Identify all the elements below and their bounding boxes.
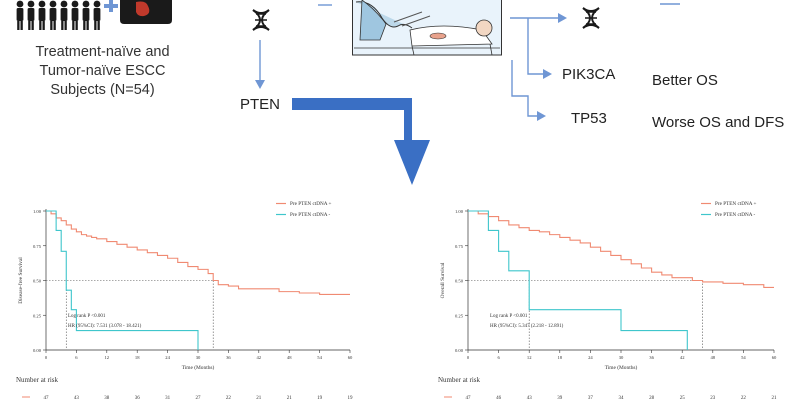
y-tick-label: 0.50 — [455, 279, 464, 284]
x-tick-label: 24 — [165, 355, 170, 360]
x-tick-label: 60 — [772, 355, 777, 360]
cohort-label-line-2: Tumor-naïve ESCC — [39, 63, 166, 79]
x-tick-label: 30 — [196, 355, 201, 360]
dna-icon — [582, 7, 600, 29]
legend-label: Pre PTEN ctDNA - — [715, 212, 755, 218]
y-tick-label: 0.75 — [455, 244, 464, 249]
dna-icon — [252, 9, 270, 31]
risk-count: 21 — [287, 396, 293, 400]
km-curve-positive — [46, 210, 350, 295]
people-group-icon — [16, 0, 101, 30]
logrank-annotation: Log rank P <0.001 — [68, 314, 106, 319]
outcome-tp53: Worse OS and DFS — [652, 114, 785, 131]
x-tick-label: 12 — [105, 355, 110, 360]
legend-label: Pre PTEN ctDNA + — [290, 201, 331, 207]
plus-icon — [104, 0, 118, 12]
y-tick-label: 1.00 — [455, 209, 464, 214]
x-tick-label: 0 — [467, 355, 470, 360]
risk-count: 39 — [557, 396, 563, 400]
risk-count: 34 — [619, 396, 625, 400]
x-tick-label: 54 — [317, 355, 322, 360]
risk-count: 36 — [135, 396, 141, 400]
x-tick-label: 24 — [588, 355, 593, 360]
risk-count: 21 — [772, 396, 778, 400]
risk-table-title: Number at risk — [16, 376, 58, 384]
km-curve-positive — [468, 210, 774, 288]
logrank-annotation: Log rank P <0.001 — [490, 314, 528, 319]
risk-count: 47 — [466, 396, 472, 400]
risk-count: 19 — [348, 396, 354, 400]
risk-count: 22 — [226, 396, 232, 400]
risk-count: 25 — [680, 396, 686, 400]
y-tick-label: 0.25 — [455, 313, 464, 318]
risk-count: 23 — [710, 396, 716, 400]
x-tick-label: 60 — [348, 355, 353, 360]
x-tick-label: 36 — [226, 355, 231, 360]
risk-count: 21 — [256, 396, 262, 400]
surgery-illustration-icon — [352, 0, 502, 56]
x-tick-label: 36 — [649, 355, 654, 360]
y-axis-label: Overall Survival — [440, 262, 446, 298]
x-tick-label: 54 — [741, 355, 746, 360]
risk-count: 47 — [44, 396, 50, 400]
cohort-label-line-3: Subjects (N=54) — [50, 82, 155, 98]
x-tick-label: 18 — [558, 355, 563, 360]
y-tick-label: 1.00 — [33, 209, 42, 214]
flow-arrow-top — [318, 4, 332, 6]
risk-table-title: Number at risk — [438, 376, 480, 384]
risk-count: 43 — [527, 396, 533, 400]
x-axis-label: Time (Months) — [605, 364, 638, 371]
x-tick-label: 6 — [497, 355, 500, 360]
risk-count: 19 — [317, 396, 323, 400]
x-tick-label: 0 — [45, 355, 48, 360]
flow-arrow-down — [255, 40, 265, 89]
y-tick-label: 0.25 — [33, 313, 42, 318]
risk-count: 46 — [496, 396, 502, 400]
y-tick-label: 0.00 — [455, 348, 464, 353]
x-tick-label: 42 — [257, 355, 262, 360]
x-tick-label: 30 — [619, 355, 624, 360]
risk-count: 43 — [74, 396, 80, 400]
risk-count: 22 — [741, 396, 747, 400]
cohort-label: Treatment-naïve and Tumor-naïve ESCC Sub… — [0, 43, 205, 100]
cohort-label-line-1: Treatment-naïve and — [35, 44, 170, 60]
gene-label-tp53: TP53 — [571, 110, 607, 127]
gene-label-pik3ca: PIK3CA — [562, 66, 616, 83]
risk-count: 28 — [649, 396, 655, 400]
x-tick-label: 48 — [711, 355, 716, 360]
x-tick-label: 48 — [287, 355, 292, 360]
km-chart-1: 0.00 0.25 0.50 0.75 1.00 0 6 12 18 24 30 36 42 48 54 60… — [16, 201, 353, 400]
km-curve-negative — [46, 210, 199, 350]
legend-label: Pre PTEN ctDNA + — [715, 201, 756, 207]
x-tick-label: 6 — [75, 355, 78, 360]
y-tick-label: 0.00 — [33, 348, 42, 353]
km-curve-negative — [468, 210, 688, 350]
flow-branch-lines — [510, 3, 680, 121]
legend-label: Pre PTEN ctDNA - — [290, 212, 330, 218]
big-elbow-arrow-icon — [292, 98, 430, 185]
risk-count: 27 — [196, 396, 202, 400]
risk-count: 38 — [104, 396, 110, 400]
risk-count: 37 — [588, 396, 594, 400]
x-axis-label: Time (Months) — [182, 364, 215, 371]
stomach-organ-icon — [120, 0, 172, 24]
y-tick-label: 0.50 — [33, 279, 42, 284]
hazard-ratio-annotation: HR (95%CI): 5.347 (2.218 - 12.891) — [490, 324, 564, 329]
hazard-ratio-annotation: HR (95%CI): 7.531 (3.078 - 18.421) — [68, 324, 142, 329]
km-chart-2: 0.00 0.25 0.50 0.75 1.00 0 6 12 18 24 30 36 42 48 54 60… — [438, 201, 777, 400]
outcome-pik3ca: Better OS — [652, 72, 718, 89]
risk-count: 31 — [165, 396, 171, 400]
y-axis-label: Disease-free Survival — [17, 257, 24, 304]
y-tick-label: 0.75 — [33, 244, 42, 249]
x-tick-label: 42 — [680, 355, 685, 360]
x-tick-label: 18 — [135, 355, 140, 360]
x-tick-label: 12 — [527, 355, 532, 360]
gene-label-pten: PTEN — [240, 96, 281, 113]
